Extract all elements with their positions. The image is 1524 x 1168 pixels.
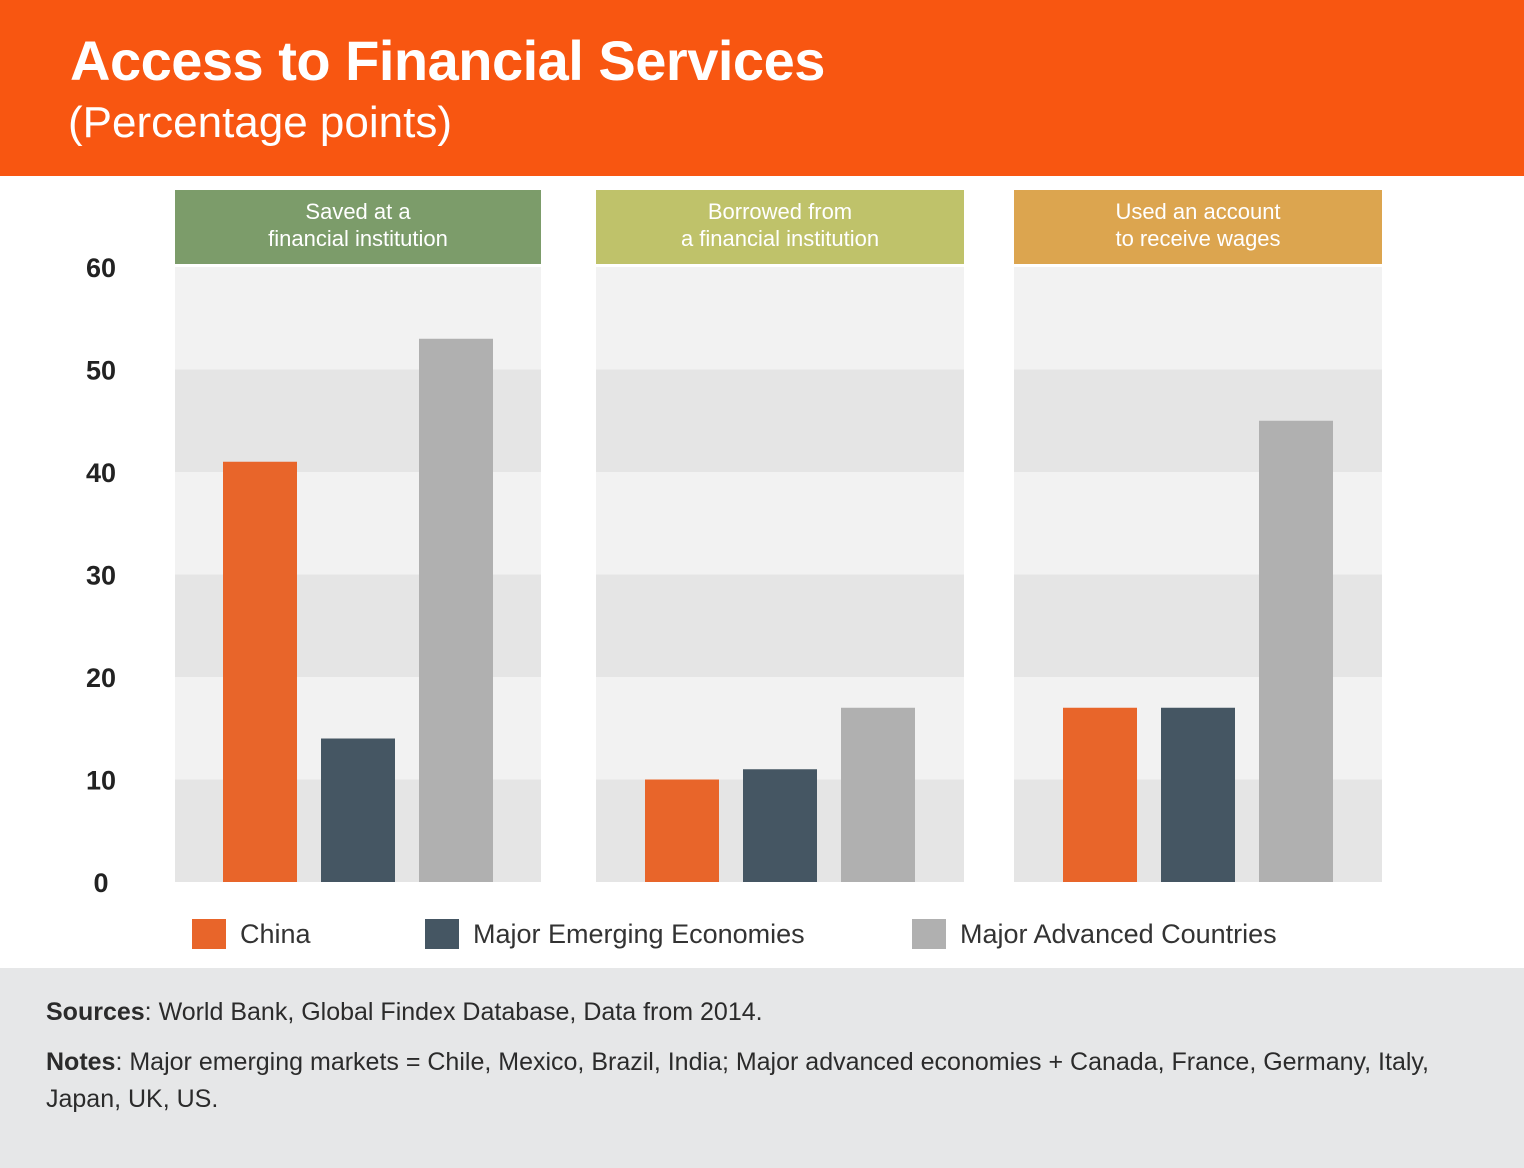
panel-header — [1014, 190, 1382, 264]
grid-band — [596, 267, 964, 370]
panel-title: Saved at a — [305, 199, 411, 224]
notes-note: Notes: Major emerging markets = Chile, M… — [46, 1044, 1486, 1118]
panel-title: financial institution — [268, 226, 448, 251]
legend-label: China — [240, 919, 312, 949]
panel-title: Borrowed from — [708, 199, 852, 224]
bar — [645, 779, 719, 882]
legend-label: Major Emerging Economies — [473, 919, 805, 949]
chart-footer: Sources: World Bank, Global Findex Datab… — [0, 968, 1524, 1168]
legend-swatch — [912, 919, 946, 949]
bar — [223, 461, 297, 882]
grid-band — [596, 574, 964, 677]
panel-header — [596, 190, 964, 264]
grid-band — [596, 369, 964, 472]
panel-header — [175, 190, 541, 264]
chart-header: Access to Financial Services (Percentage… — [0, 0, 1524, 176]
sources-label: Sources — [46, 998, 145, 1026]
bar — [841, 707, 915, 882]
y-tick-label: 50 — [86, 356, 116, 386]
y-tick-label: 10 — [86, 766, 116, 796]
bar — [321, 738, 395, 882]
notes-label: Notes — [46, 1048, 116, 1076]
bar — [1259, 420, 1333, 882]
y-tick-label: 30 — [86, 561, 116, 591]
panel-title: a financial institution — [681, 226, 879, 251]
panel-title: to receive wages — [1115, 226, 1280, 251]
chart-title: Access to Financial Services — [70, 29, 825, 92]
notes-text: : Major emerging markets = Chile, Mexico… — [46, 1048, 1429, 1113]
y-tick-label: 60 — [86, 253, 116, 283]
bar — [1063, 707, 1137, 882]
panel-title: Used an account — [1115, 199, 1280, 224]
y-tick-label: 20 — [86, 663, 116, 693]
legend-swatch — [192, 919, 226, 949]
y-tick-label: 40 — [86, 458, 116, 488]
bar — [1161, 707, 1235, 882]
legend-label: Major Advanced Countries — [960, 919, 1277, 949]
legend-swatch — [425, 919, 459, 949]
y-tick-label: 0 — [93, 868, 108, 898]
bar — [419, 338, 493, 882]
chart-subtitle: (Percentage points) — [68, 98, 452, 147]
grid-band — [596, 472, 964, 575]
sources-text: : World Bank, Global Findex Database, Da… — [144, 998, 763, 1026]
grid-band — [1014, 267, 1382, 370]
sources-note: Sources: World Bank, Global Findex Datab… — [46, 994, 763, 1031]
bar — [743, 769, 817, 882]
